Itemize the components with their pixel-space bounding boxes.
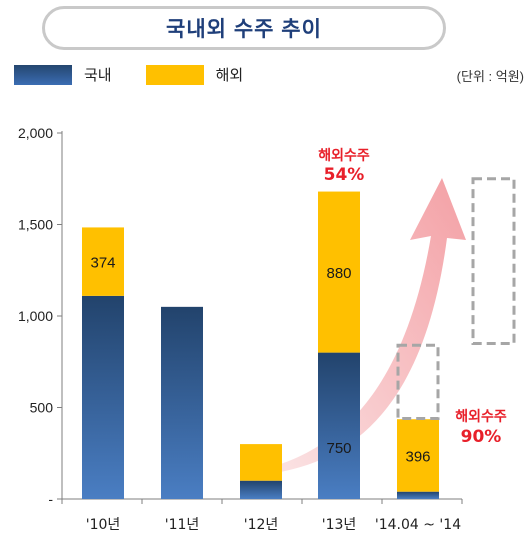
y-tick-label: 1,500	[18, 217, 53, 233]
x-tick-label: '10년	[86, 517, 121, 533]
y-tick-label: -	[48, 491, 53, 507]
data-label-domestic: 750	[326, 440, 351, 457]
bar-domestic	[240, 480, 282, 499]
x-tick-label: '11년	[165, 517, 200, 533]
bar-domestic	[318, 352, 360, 499]
y-tick-label: 500	[30, 400, 54, 416]
x-tick-label: '13년	[322, 517, 357, 533]
bar-overseas	[397, 419, 439, 492]
x-tick-label: '14.04 ~ '14	[375, 517, 461, 533]
dashed-box-projection	[471, 177, 516, 345]
bar-domestic	[397, 491, 439, 499]
annotation-pct-2014: 90%	[461, 427, 502, 447]
bar-overseas	[82, 227, 124, 296]
bar-overseas	[240, 444, 282, 481]
title-pill: 국내외 수주 추이	[42, 6, 446, 50]
annotation-label-2013: 해외수주	[318, 147, 370, 164]
bar-domestic	[82, 295, 124, 499]
chart-title: 국내외 수주 추이	[166, 18, 322, 41]
data-label-overseas: 880	[326, 265, 351, 282]
y-tick-label: 1,000	[18, 308, 53, 324]
annotation-label-2014: 해외수주	[455, 408, 507, 425]
legend-swatch-domestic	[14, 64, 72, 85]
data-label-overseas: 396	[405, 448, 430, 465]
bar-domestic	[161, 306, 203, 499]
legend-swatch-overseas	[145, 64, 204, 85]
legend-label-domestic: 국내	[84, 67, 112, 84]
dashed-box-current	[396, 343, 440, 420]
annotation-pct-2013: 54%	[324, 165, 365, 185]
data-label-overseas: 374	[90, 255, 115, 272]
x-tick-label: '12년	[244, 517, 279, 533]
y-tick-label: 2,000	[18, 125, 53, 141]
legend-label-overseas: 해외	[215, 67, 244, 84]
bar-overseas	[318, 191, 360, 353]
unit-label: (단위 : 억원)	[456, 69, 524, 84]
growth-arrow	[268, 178, 466, 474]
legend: 국내 해외	[14, 64, 243, 85]
